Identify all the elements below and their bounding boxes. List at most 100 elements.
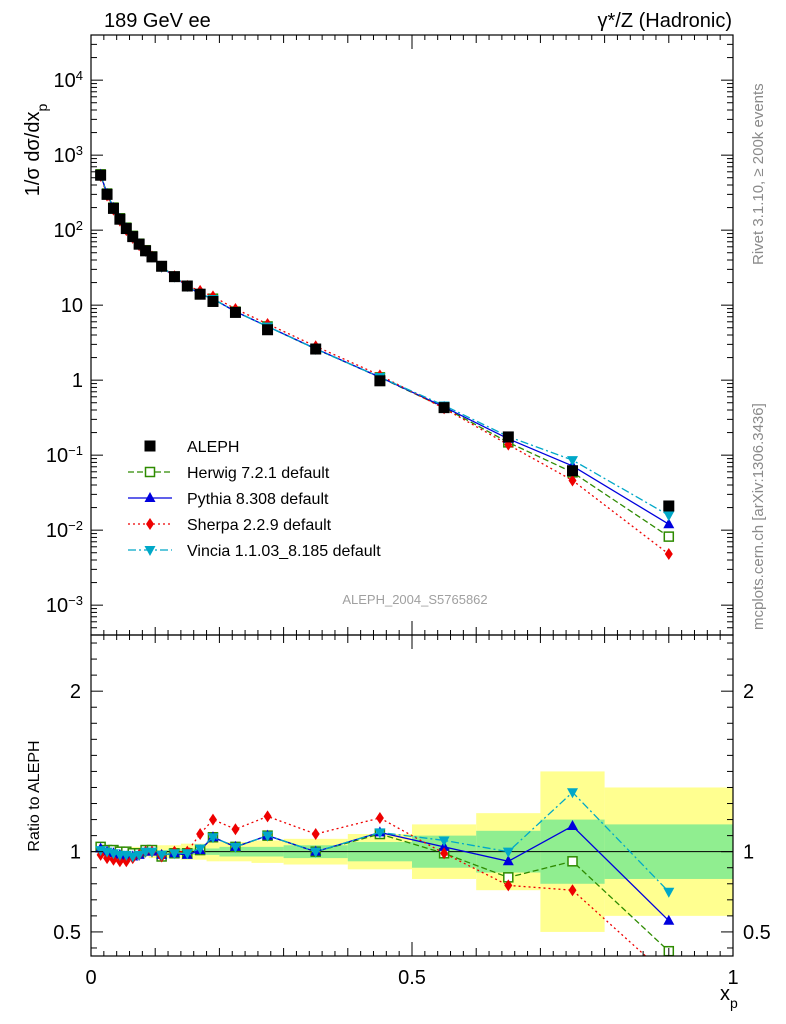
main-point-aleph bbox=[133, 238, 145, 250]
ratio-point-vincia bbox=[310, 847, 322, 858]
main-point-aleph bbox=[168, 271, 180, 283]
main-series-herwig bbox=[95, 169, 675, 542]
main-point-aleph bbox=[194, 288, 206, 300]
ratio-point-vincia bbox=[146, 847, 158, 858]
legend-entry-vincia: Vincia 1.1.03_8.185 default bbox=[128, 543, 381, 560]
ratio-point-vincia bbox=[168, 849, 180, 860]
main-point-aleph bbox=[567, 465, 578, 477]
mcplots-label: mcplots.cern.ch [arXiv:1306.3436] bbox=[750, 403, 767, 630]
main-point-aleph bbox=[229, 306, 241, 318]
ratio-point-vincia bbox=[262, 831, 274, 842]
ratio-point-vincia bbox=[181, 849, 193, 860]
main-point-sherpa bbox=[664, 548, 673, 561]
ratio-point-sherpa bbox=[103, 852, 112, 865]
ratio-ytick-label-left: 2 bbox=[70, 681, 81, 703]
ratio-point-sherpa bbox=[504, 879, 513, 892]
legend-entry-pythia: Pythia 8.308 default bbox=[128, 491, 329, 508]
ratio-line-sherpa bbox=[100, 815, 647, 956]
ratio-series-vincia bbox=[95, 788, 675, 898]
ratio-ytick-label-right: 1 bbox=[743, 842, 754, 864]
main-point-aleph bbox=[262, 324, 274, 336]
legend-label-sherpa: Sherpa 2.2.9 default bbox=[187, 517, 332, 534]
main-point-aleph bbox=[374, 375, 386, 387]
main-point-aleph bbox=[140, 245, 152, 257]
ratio-point-pythia bbox=[663, 914, 675, 925]
main-point-aleph bbox=[502, 431, 514, 443]
main-series-pythia bbox=[95, 168, 675, 529]
axes: 10−3 10−2 10−1 1 10 102 103 104 0 0.5 1 0.5 0.5 1 1 2 2 bbox=[46, 34, 771, 989]
main-ytick-label: 10−2 bbox=[46, 518, 83, 543]
ratio-ytick-label-right: 0.5 bbox=[743, 922, 771, 944]
main-ytick-label: 103 bbox=[54, 143, 83, 168]
main-series-sherpa bbox=[96, 169, 673, 561]
legend-marker-aleph bbox=[144, 440, 156, 452]
ratio-point-vincia bbox=[374, 828, 386, 839]
legend-entry-sherpa: Sherpa 2.2.9 default bbox=[128, 517, 332, 534]
legend: ALEPH Herwig 7.2.1 default Pythia 8.308 de… bbox=[128, 439, 381, 560]
ratio-point-vincia bbox=[567, 788, 578, 799]
xtick-label: 0 bbox=[85, 967, 96, 989]
left-title: 189 GeV ee bbox=[104, 10, 211, 32]
main-series-aleph bbox=[95, 169, 675, 512]
main-point-herwig bbox=[663, 531, 675, 542]
ratio-ytick-label-left: 1 bbox=[70, 842, 81, 864]
ratio-plot-series bbox=[95, 788, 675, 983]
main-ylabel: 1/σ dσ/dxp bbox=[22, 104, 50, 197]
legend-entry-herwig: Herwig 7.2.1 default bbox=[128, 465, 330, 482]
ratio-point-vincia bbox=[229, 842, 241, 853]
ratio-point-vincia bbox=[663, 887, 675, 898]
legend-entry-aleph: ALEPH bbox=[144, 439, 239, 456]
ratio-point-vincia bbox=[502, 847, 514, 858]
main-point-aleph bbox=[114, 213, 126, 225]
main-point-pythia bbox=[663, 518, 675, 529]
ratio-point-vincia bbox=[156, 850, 168, 861]
ratio-point-vincia bbox=[194, 844, 206, 855]
main-point-aleph bbox=[101, 188, 113, 200]
right-title: γ*/Z (Hadronic) bbox=[598, 10, 732, 32]
legend-label-aleph: ALEPH bbox=[187, 439, 239, 456]
main-point-aleph bbox=[95, 169, 107, 181]
main-point-aleph bbox=[663, 500, 675, 512]
ratio-point-pythia bbox=[567, 819, 578, 830]
main-ytick-label: 104 bbox=[54, 68, 83, 93]
main-point-aleph bbox=[438, 402, 450, 414]
legend-marker-herwig bbox=[144, 466, 156, 478]
main-plot-series bbox=[95, 168, 675, 561]
main-point-sherpa bbox=[568, 474, 577, 487]
main-line-vincia bbox=[99, 174, 670, 516]
ratio-point-sherpa bbox=[375, 811, 384, 824]
ratio-point-vincia bbox=[438, 836, 450, 847]
legend-marker-sherpa bbox=[146, 518, 154, 530]
rivet-label: Rivet 3.1.10, ≥ 200k events bbox=[750, 83, 767, 265]
main-ytick-label: 10−3 bbox=[46, 593, 83, 618]
ratio-point-vincia bbox=[207, 833, 219, 844]
ratio-ytick-label-right: 2 bbox=[743, 681, 754, 703]
ratio-point-sherpa bbox=[568, 884, 577, 897]
legend-label-pythia: Pythia 8.308 default bbox=[187, 491, 329, 508]
ratio-point-vincia bbox=[133, 850, 145, 861]
ratio-point-sherpa bbox=[109, 853, 118, 866]
main-point-aleph bbox=[120, 223, 132, 235]
ratio-point-pythia bbox=[502, 855, 514, 866]
main-ytick-label: 10 bbox=[61, 295, 83, 317]
ratio-ylabel: Ratio to ALEPH bbox=[26, 740, 43, 851]
ratio-point-sherpa bbox=[122, 855, 131, 868]
ratio-point-sherpa bbox=[665, 971, 673, 983]
main-ytick-label: 1 bbox=[72, 370, 83, 392]
main-point-aleph bbox=[146, 251, 158, 263]
ratio-point-sherpa bbox=[263, 810, 272, 823]
legend-label-vincia: Vincia 1.1.03_8.185 default bbox=[187, 543, 381, 560]
ratio-ytick-label-left: 0.5 bbox=[53, 922, 81, 944]
main-point-aleph bbox=[181, 280, 193, 292]
legend-marker-vincia bbox=[144, 546, 156, 556]
ratio-point-sherpa bbox=[196, 828, 205, 841]
main-point-aleph bbox=[127, 231, 139, 243]
main-point-aleph bbox=[107, 202, 119, 214]
main-point-aleph bbox=[310, 343, 322, 355]
xtick-label: 0.5 bbox=[398, 967, 426, 989]
main-line-sherpa bbox=[99, 175, 670, 555]
ratio-point-sherpa bbox=[231, 823, 240, 836]
ratio-point-sherpa bbox=[440, 847, 449, 860]
ratio-point-sherpa bbox=[208, 813, 217, 826]
